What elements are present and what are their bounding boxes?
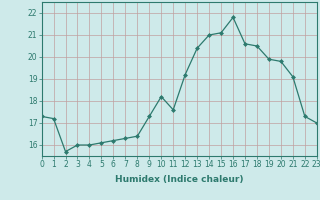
X-axis label: Humidex (Indice chaleur): Humidex (Indice chaleur) [115,175,244,184]
